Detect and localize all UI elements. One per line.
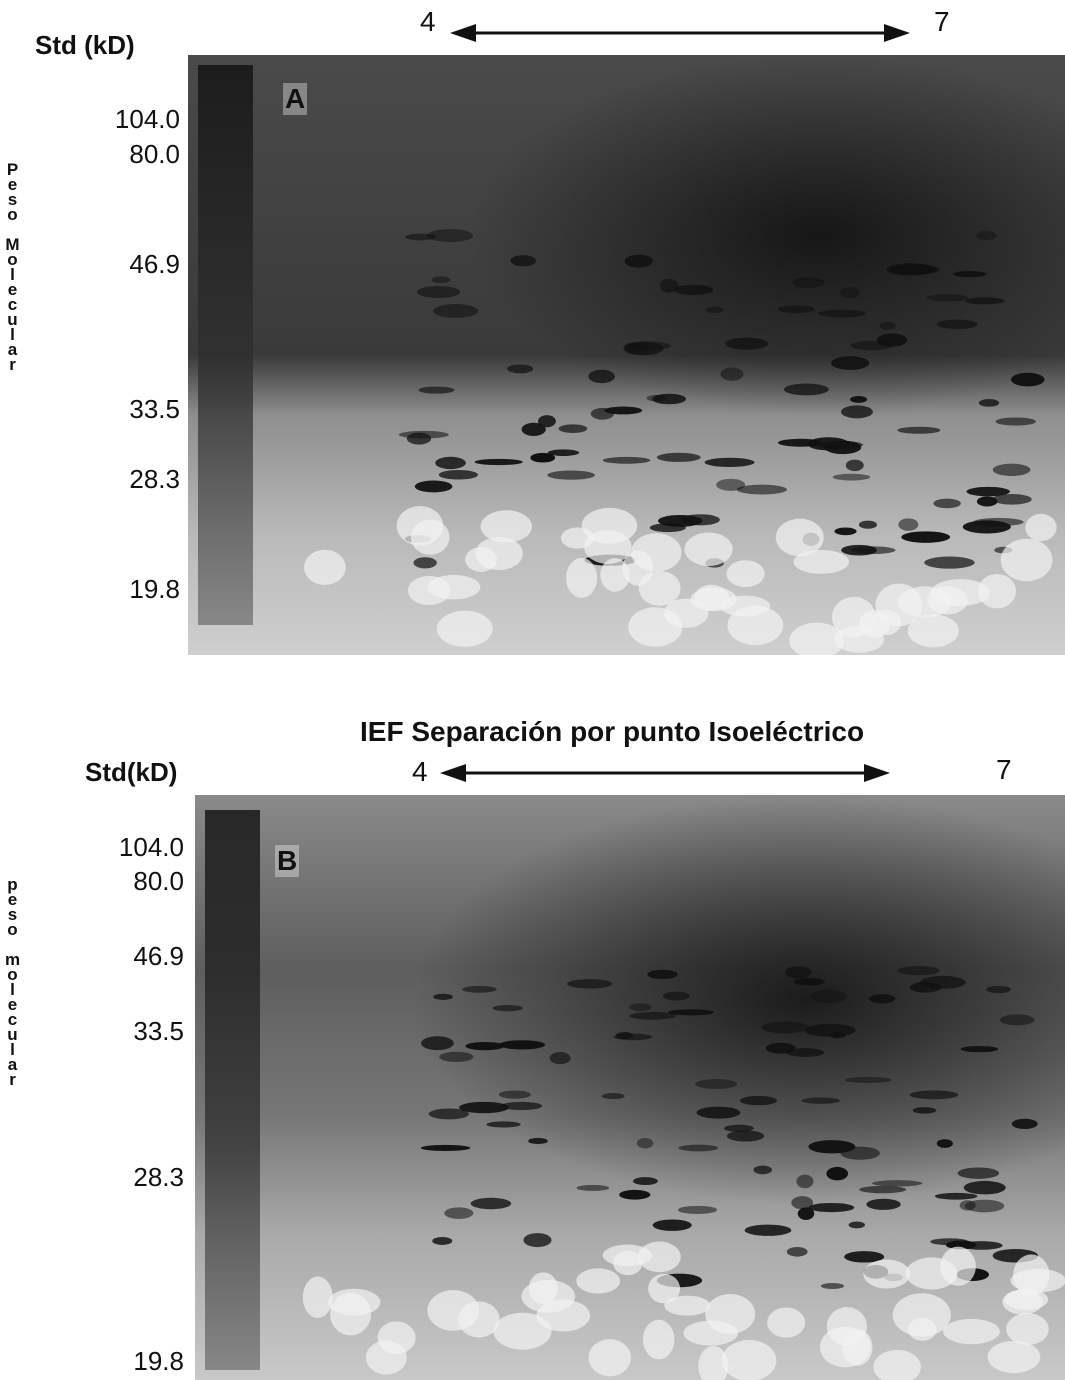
gel-spots — [302, 965, 1065, 1380]
mw-label: 46.9 — [129, 249, 180, 279]
gel-spots — [303, 229, 1057, 655]
mw-label: 104.0 — [118, 832, 184, 862]
panel-letter: B — [275, 845, 300, 877]
panel-letter: A — [283, 83, 308, 115]
ph-arrow — [440, 764, 890, 782]
mw-label: 104.0 — [114, 104, 180, 134]
y-axis-label: Peso Molecular — [3, 160, 22, 370]
mw-label: 19.8 — [133, 1346, 184, 1376]
ph-start: 4 — [412, 756, 428, 787]
panel-title: IEF Separación por punto Isoeléctrico — [360, 716, 865, 747]
ph-end: 7 — [996, 754, 1012, 785]
mw-label: 33.5 — [133, 1016, 184, 1046]
ph-arrow — [450, 24, 910, 42]
mw-label: 19.8 — [129, 574, 180, 604]
std-label: Std(kD) — [85, 757, 178, 787]
ph-end: 7 — [934, 6, 950, 37]
std-label: Std (kD) — [35, 30, 135, 60]
y-axis-label: peso molecular — [3, 875, 22, 1085]
mw-label: 80.0 — [129, 139, 180, 169]
gel-image: A — [188, 55, 1065, 655]
mw-label: 46.9 — [133, 941, 184, 971]
mw-label: 80.0 — [133, 866, 184, 896]
gel-image: B — [195, 795, 1065, 1380]
ph-start: 4 — [420, 6, 436, 37]
mw-label: 33.5 — [129, 394, 180, 424]
mw-label: 28.3 — [129, 464, 180, 494]
mw-label: 28.3 — [133, 1162, 184, 1192]
